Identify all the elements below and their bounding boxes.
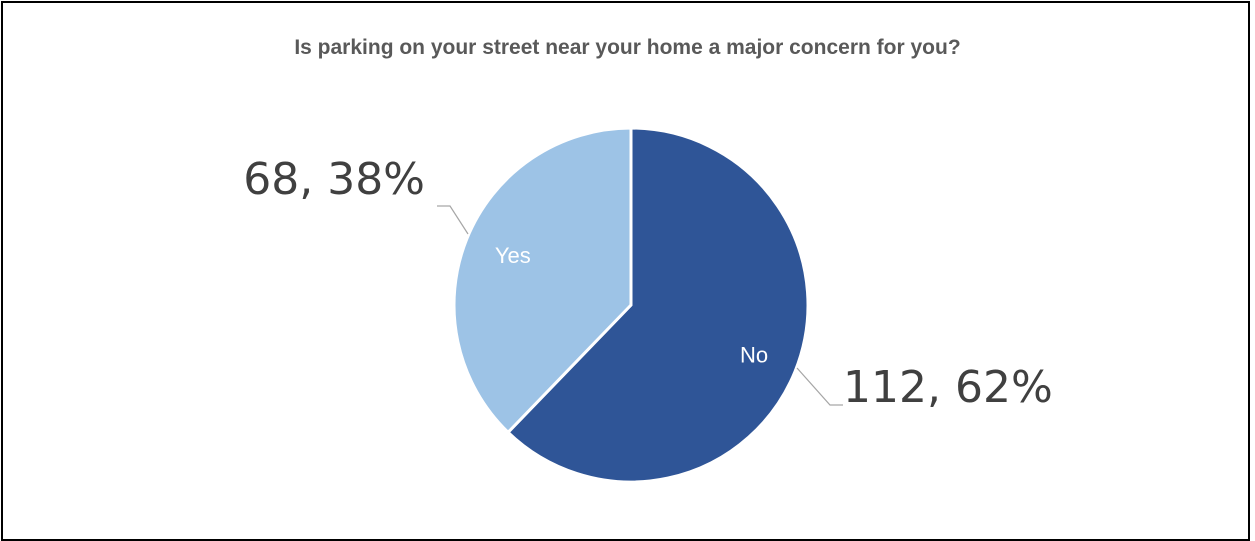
data-label-no: 112, 62% xyxy=(843,362,1053,413)
leader-line-no xyxy=(796,367,843,406)
category-label-yes: Yes xyxy=(495,243,531,268)
pie-slice-yes xyxy=(452,126,633,434)
pie-slice-no xyxy=(506,126,810,484)
category-label-no: No xyxy=(740,343,768,368)
slice-labels: No 112, 62% Yes 68, 38% xyxy=(243,154,1053,413)
leader-lines xyxy=(437,205,843,406)
leader-line-yes xyxy=(437,205,469,235)
pie-slices xyxy=(452,126,810,484)
data-label-yes: 68, 38% xyxy=(243,154,425,205)
chart-title: Is parking on your street near your home… xyxy=(294,36,961,59)
